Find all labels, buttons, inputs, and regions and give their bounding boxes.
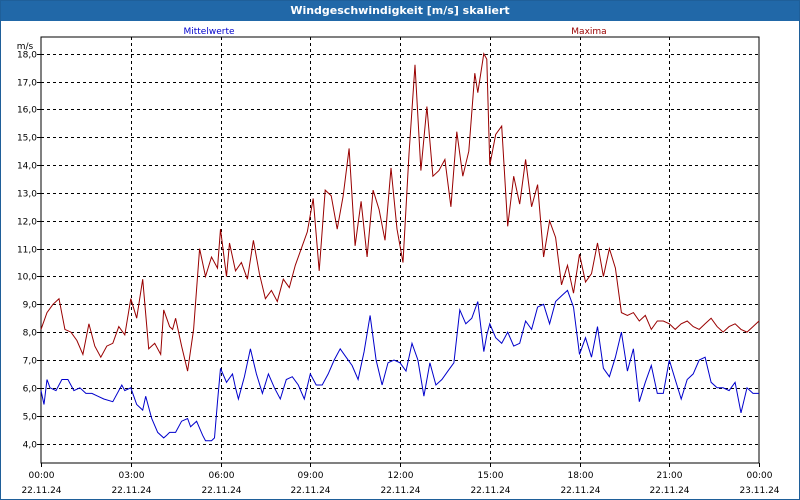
y-tick-label: 16,0	[17, 106, 37, 116]
y-tick-label: 15,0	[17, 134, 37, 144]
series-label-maxima: Maxima	[571, 27, 606, 37]
y-tick-label: 17,0	[17, 79, 37, 89]
x-tick-date: 22.11.24	[290, 486, 330, 496]
x-tick-time: 21:00	[657, 471, 683, 481]
y-tick-label: 10,0	[17, 273, 37, 283]
y-tick-label: 13,0	[17, 190, 37, 200]
y-tick-label: 11,0	[17, 246, 37, 256]
y-tick-label: 4,0	[23, 441, 38, 451]
y-tick-label: 7,0	[23, 357, 38, 367]
y-tick-label: 8,0	[23, 329, 38, 339]
x-tick-time: 18:00	[568, 471, 594, 481]
x-tick-time: 06:00	[209, 471, 235, 481]
x-tick-time: 12:00	[388, 471, 414, 481]
series-line-maxima	[40, 52, 760, 372]
x-tick-time: 09:00	[298, 471, 324, 481]
x-tick-date: 22.11.24	[380, 486, 420, 496]
y-axis-label: m/s	[17, 42, 34, 52]
y-tick-label: 18,0	[17, 51, 37, 61]
x-tick-date: 22.11.24	[201, 486, 241, 496]
x-tick-date: 22.11.24	[649, 486, 689, 496]
x-tick-date: 22.11.24	[470, 486, 510, 496]
x-tick-time: 03:00	[119, 471, 145, 481]
y-tick-label: 9,0	[23, 301, 38, 311]
x-tick-date: 22.11.24	[111, 486, 151, 496]
window-title: Windgeschwindigkeit [m/s] skaliert	[1, 1, 799, 21]
x-tick-time: 15:00	[478, 471, 504, 481]
y-tick-label: 5,0	[23, 413, 38, 423]
y-tick-label: 12,0	[17, 218, 37, 228]
x-tick-date: 22.11.24	[560, 486, 600, 496]
x-tick-time: 00:00	[29, 471, 55, 481]
y-tick-label: 6,0	[23, 385, 38, 395]
series-label-mittelwerte: Mittelwerte	[183, 27, 234, 37]
x-tick-date: 22.11.24	[21, 486, 61, 496]
x-tick-time: 00:00	[747, 471, 773, 481]
y-tick-label: 14,0	[17, 162, 37, 172]
series-line-mittelwerte	[40, 289, 759, 442]
x-tick-date: 23.11.24	[739, 486, 779, 496]
